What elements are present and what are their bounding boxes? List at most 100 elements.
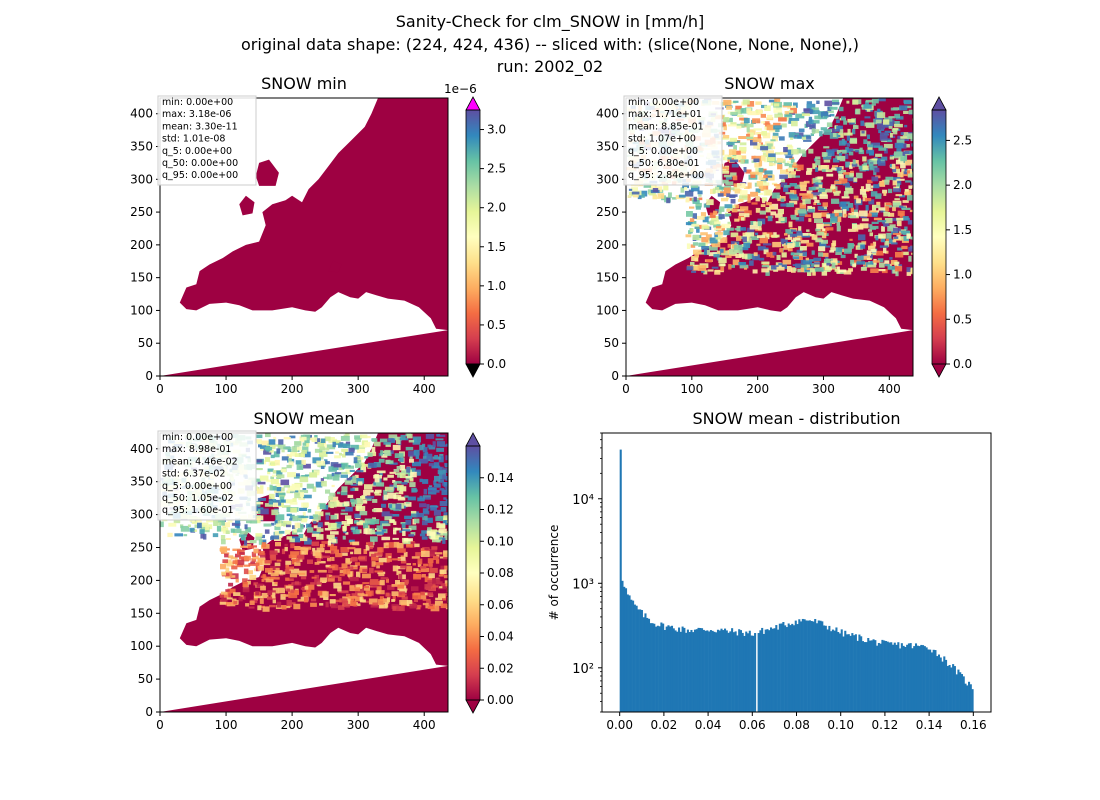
- stats-line: q_50: 1.05e-02: [162, 493, 234, 504]
- histogram-bar: [929, 649, 932, 712]
- colorbar-tick-label: 0.08: [487, 566, 514, 580]
- y-tick-label: 150: [130, 606, 153, 620]
- histogram-bar: [736, 635, 739, 712]
- histogram-bar: [800, 621, 803, 712]
- histogram-bar: [718, 630, 721, 712]
- x-tick-label: 100: [215, 718, 238, 732]
- histogram-bar: [899, 648, 902, 712]
- histogram-bar: [946, 665, 949, 712]
- histogram-bar: [936, 656, 939, 712]
- histogram-bar: [757, 633, 760, 712]
- y-tick-label: 100: [596, 303, 619, 317]
- histogram-bar: [769, 627, 773, 712]
- histogram-bar: [766, 629, 769, 712]
- histogram-bar: [858, 634, 861, 712]
- histogram-bar: [890, 642, 893, 712]
- histogram-bar: [810, 621, 813, 712]
- histogram-bar: [794, 620, 797, 712]
- x-tick-label: 0.06: [739, 718, 766, 732]
- x-tick-label: 400: [413, 718, 436, 732]
- histogram-bar: [833, 630, 836, 712]
- histogram-bar: [812, 621, 815, 712]
- y-tick-label: 200: [596, 238, 619, 252]
- y-tick-label: 400: [130, 107, 153, 121]
- histogram-bar: [847, 634, 850, 712]
- x-tick-label: 200: [746, 382, 769, 396]
- histogram-bar: [840, 629, 843, 712]
- histogram-bar: [640, 610, 643, 712]
- histogram-bar: [830, 631, 833, 712]
- panel-title: SNOW min: [261, 74, 347, 93]
- histogram-bar: [688, 632, 691, 712]
- stats-line: std: 1.07e+00: [628, 134, 696, 145]
- histogram-bar: [971, 689, 974, 712]
- histogram-bar: [667, 625, 670, 712]
- histogram-bar: [715, 632, 718, 712]
- colorbar-tick-label: 1.0: [953, 268, 972, 282]
- stats-line: q_95: 1.60e-01: [162, 505, 234, 516]
- colorbar: 0.0 0.5 1.0 1.5 2.0 2.5 3.0 1e−6: [444, 82, 506, 378]
- histogram-bar: [784, 625, 787, 712]
- histogram-bar: [955, 674, 958, 712]
- histogram-bar: [624, 588, 628, 712]
- panel-title: SNOW mean - distribution: [692, 409, 900, 428]
- histogram-bar: [897, 642, 900, 712]
- histogram-bar: [771, 628, 774, 712]
- y-tick-label: 10³: [572, 577, 594, 592]
- y-tick-label: 50: [138, 336, 153, 350]
- histogram-bar: [906, 644, 909, 712]
- y-tick-label: 300: [596, 172, 619, 186]
- histogram-bar: [623, 586, 626, 712]
- x-tick-label: 0.10: [827, 718, 854, 732]
- histogram-bar: [702, 629, 705, 712]
- y-tick-label: 10²: [572, 662, 594, 677]
- histogram-bar: [678, 627, 681, 712]
- histogram-bar: [909, 643, 912, 712]
- histogram-bar: [883, 640, 886, 712]
- histogram-bar: [639, 609, 642, 712]
- histogram-bar: [743, 635, 746, 712]
- histogram-bar: [761, 627, 764, 712]
- histogram-bar: [937, 654, 941, 712]
- histogram-bar: [798, 619, 801, 712]
- histogram-bar: [872, 639, 875, 712]
- histogram-bar: [716, 629, 719, 712]
- histogram-bar: [861, 641, 864, 712]
- histogram-bar: [952, 664, 955, 712]
- histogram-bar: [911, 648, 914, 712]
- histogram-bar: [831, 629, 834, 712]
- histogram-bar: [808, 620, 811, 712]
- stats-line: mean: 4.46e-02: [162, 456, 238, 467]
- stats-line: q_50: 0.00e+00: [162, 158, 238, 169]
- histogram-bar: [644, 613, 647, 712]
- stats-line: q_95: 2.84e+00: [628, 170, 704, 181]
- y-tick-label: 250: [130, 540, 153, 554]
- colorbar-tick-label: 3.0: [487, 123, 506, 137]
- histogram-bar: [660, 622, 663, 712]
- histogram-bar: [927, 649, 930, 712]
- figure-title-line1: Sanity-Check for clm_SNOW in [mm/h]: [395, 12, 705, 31]
- colorbar-tick-label: 1.5: [487, 240, 506, 254]
- histogram-bar: [957, 669, 960, 712]
- histogram-bar: [704, 630, 707, 712]
- y-tick-label: 300: [130, 508, 153, 522]
- histogram-bar: [791, 623, 794, 712]
- y-tick-label: 0: [611, 369, 619, 383]
- histogram-bar: [651, 623, 654, 712]
- histogram-bar: [738, 629, 741, 712]
- histogram-bar: [697, 627, 700, 712]
- histogram-bar: [920, 644, 923, 712]
- histogram-bar: [867, 638, 870, 712]
- y-tick-label: 0: [145, 705, 153, 719]
- histogram-bar: [853, 635, 856, 712]
- histogram-bar: [773, 628, 776, 712]
- panel-title: SNOW mean: [254, 409, 355, 428]
- x-tick-label: 0.00: [606, 718, 633, 732]
- y-tick-label: 400: [596, 107, 619, 121]
- histogram-bar: [939, 657, 942, 712]
- histogram-bar: [895, 644, 898, 712]
- map-panel-2: SNOW max 0 100 200 300 400 0 50 100 150 200 250 300 3…: [596, 74, 972, 396]
- histogram-bar: [851, 633, 854, 712]
